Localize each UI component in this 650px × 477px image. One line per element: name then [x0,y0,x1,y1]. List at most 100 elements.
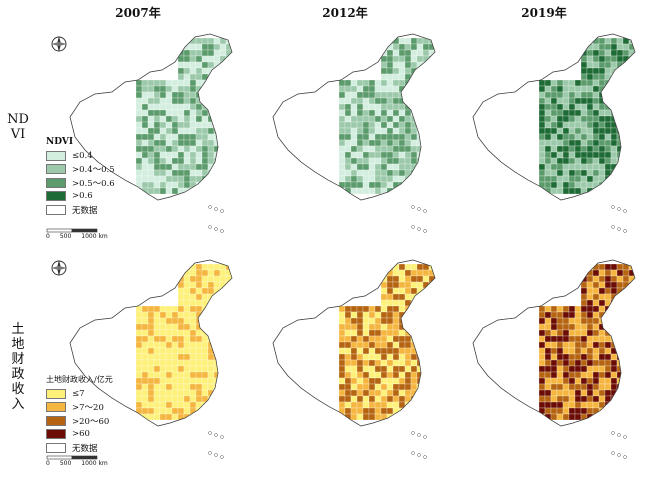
region-cell [604,359,612,367]
region-cell [556,389,564,397]
region-cell [562,407,570,415]
region-cell [622,79,630,87]
region-cell [562,115,570,123]
region-cell [147,329,155,337]
region-cell [225,73,232,81]
region-cell [338,401,346,409]
region-cell [598,157,606,165]
region-cell [550,121,558,129]
region-cell [189,389,197,397]
region-cell [344,109,352,117]
region-cell [362,181,370,189]
region-cell [135,389,143,397]
region-cell [416,169,424,177]
region-cell [392,293,400,301]
region-cell [338,395,346,403]
region-cell [213,37,221,45]
region-cell [207,175,215,183]
region-cell [544,157,552,165]
island-mark [623,435,627,439]
region-cell [183,305,191,313]
region-cell [598,139,606,147]
region-cell [189,335,197,343]
region-cell [580,37,588,45]
region-cell [580,401,588,409]
region-cell [159,163,167,171]
region-cell [574,335,582,343]
region-cell [562,317,570,325]
region-cell [362,187,370,195]
region-cell [350,145,358,153]
region-cell [344,401,352,409]
region-cell [416,287,424,295]
region-cell [416,181,424,189]
region-cell [592,275,600,283]
region-cell [141,383,149,391]
region-cell [165,353,173,361]
region-cell [368,151,376,159]
region-cell [213,181,221,189]
region-cell [562,311,570,319]
region-cell [153,317,161,325]
region-cell [592,145,600,153]
region-cell [386,359,394,367]
region-cell [410,365,418,373]
legend-swatch [46,388,66,399]
region-cell [562,389,570,397]
region-cell [350,109,358,117]
region-cell [586,151,594,159]
region-cell [368,353,376,361]
region-cell [135,79,143,87]
region-cell [195,365,203,373]
region-cell [392,115,400,123]
region-cell [177,103,185,111]
region-cell [141,365,149,373]
region-cell [398,55,406,63]
region-cell [598,377,606,385]
region-cell [374,317,382,325]
region-cell [141,335,149,343]
region-cell [398,275,406,283]
region-cell [568,121,576,129]
region-cell [165,407,173,415]
region-cell [356,133,364,141]
region-cell [610,133,618,141]
region-cell [550,359,558,367]
region-cell [586,103,594,111]
region-cell [189,133,197,141]
region-cell [544,103,552,111]
region-cell [556,163,564,171]
region-cell [135,395,143,403]
region-cell [177,55,185,63]
region-cell [538,395,546,403]
island-mark [220,209,224,213]
region-cell [153,395,161,403]
region-cell [350,401,358,409]
region-cell [147,103,155,111]
region-cell [338,157,346,165]
region-cell [344,329,352,337]
region-cell [362,341,370,349]
region-cell [410,377,418,385]
region-cell [201,163,209,171]
region-cell [574,97,582,105]
region-cell [165,413,173,421]
region-cell [147,127,155,135]
region-cell [356,163,364,171]
region-cell [207,281,215,289]
region-cell [616,407,624,415]
region-cell [356,79,364,87]
region-cell [616,163,624,171]
region-cell [350,181,358,189]
region-cell [404,151,412,159]
region-cell [177,329,185,337]
region-cell [141,359,149,367]
region-cell [201,121,209,129]
region-cell [380,139,388,147]
region-cell [338,329,346,337]
region-cell [616,323,624,331]
region-cell [592,43,600,51]
region-cell [574,371,582,379]
region-cell [159,181,167,189]
region-cell [544,181,552,189]
